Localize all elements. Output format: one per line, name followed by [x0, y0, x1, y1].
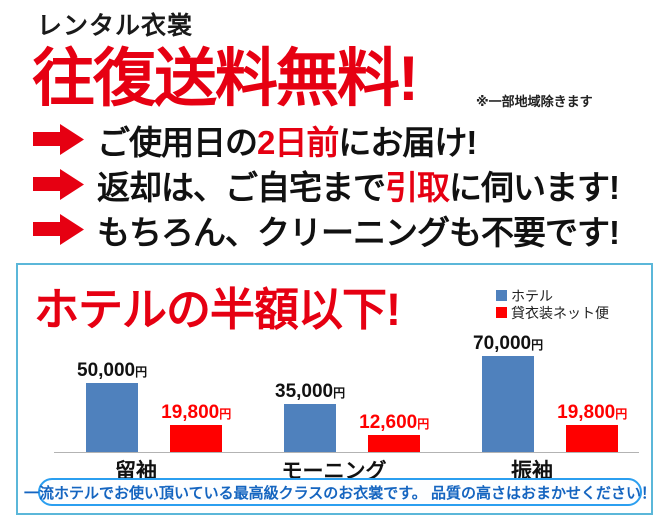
- bar-value-number: 19,800: [161, 402, 220, 424]
- bar-value-number: 70,000: [473, 333, 532, 355]
- legend-label: ホテル: [511, 287, 553, 304]
- category-label-furisode: 振袖: [511, 460, 553, 483]
- bullet-pre: 返却は、ご自宅まで: [97, 168, 386, 206]
- bar-group-morning: 35,000円 12,600円: [275, 265, 429, 452]
- x-axis-line: [54, 452, 639, 453]
- bar-value-label: 19,800円: [557, 403, 627, 423]
- bar-column-net: 12,600円: [359, 413, 429, 452]
- chart-legend: ホテル 貸衣装ネット便: [496, 287, 609, 321]
- bar-hotel-furisode: [482, 356, 535, 452]
- category-label-tomesode: 留袖: [115, 460, 157, 483]
- bullet-pre: ご使用日の: [97, 123, 258, 161]
- quality-note-banner: 一流ホテルでお使い頂いている最高級クラスのお衣裳です。 品質の高さはおまかせくだ…: [24, 478, 656, 506]
- bar-value-label: 70,000円: [473, 334, 543, 354]
- bar-column-hotel: 50,000円: [77, 361, 147, 452]
- bullet-post: に伺います!: [449, 168, 620, 206]
- red-arrow-icon: [33, 124, 84, 155]
- bar-value-unit: 円: [417, 417, 430, 432]
- bullet-highlight: 引取: [385, 168, 450, 206]
- category-label-morning: モーニング: [281, 460, 387, 483]
- legend-item-net: 貸衣装ネット便: [496, 304, 609, 321]
- legend-swatch-red: [496, 307, 507, 318]
- bar-column-net: 19,800円: [557, 403, 627, 452]
- bar-value-number: 19,800: [557, 402, 616, 424]
- bar-value-unit: 円: [219, 407, 232, 422]
- bar-value-unit: 円: [135, 365, 148, 380]
- bullet-highlight: 2日前: [257, 123, 339, 161]
- bar-hotel-morning: [284, 404, 337, 452]
- bar-value-label: 12,600円: [359, 413, 429, 433]
- bar-hotel-tomesode: [86, 383, 139, 452]
- bullet-post: にお届け!: [338, 123, 477, 161]
- list-item: ご使用日の2日前にお届け!: [33, 117, 619, 162]
- red-arrow-icon: [33, 214, 84, 245]
- legend-label: 貸衣装ネット便: [511, 304, 609, 321]
- red-arrow-icon: [33, 169, 84, 200]
- bar-value-unit: 円: [333, 386, 346, 401]
- legend-swatch-blue: [496, 290, 507, 301]
- bar-value-label: 50,000円: [77, 361, 147, 381]
- bar-column-hotel: 70,000円: [473, 334, 543, 452]
- feature-bullet-list: ご使用日の2日前にお届け! 返却は、ご自宅まで引取に伺います! もちろん、クリー…: [33, 117, 620, 254]
- list-item: 返却は、ご自宅まで引取に伺います!: [33, 161, 620, 209]
- bar-group-tomesode: 50,000円 19,800円: [77, 265, 231, 452]
- bar-net-morning: [368, 435, 421, 452]
- bullet-text: 返却は、ご自宅まで引取に伺います!: [97, 161, 620, 209]
- bar-value-label: 35,000円: [275, 382, 345, 402]
- bullet-text: もちろん、クリーニングも不要です!: [97, 206, 620, 254]
- bar-value-unit: 円: [615, 407, 628, 422]
- bar-net-furisode: [566, 425, 619, 452]
- bar-value-label: 19,800円: [161, 403, 231, 423]
- price-comparison-box: ホテルの半額以下! ホテル 貸衣装ネット便 50,000円 19,800円: [16, 263, 656, 515]
- bar-value-number: 12,600: [359, 412, 418, 434]
- list-item: もちろん、クリーニングも不要です!: [33, 206, 620, 254]
- region-exclusion-note: ※一部地域除きます: [476, 94, 593, 109]
- bar-column-net: 19,800円: [161, 403, 231, 452]
- headline-free-shipping: 往復送料無料!: [32, 44, 419, 114]
- quality-note-text: 一流ホテルでお使い頂いている最高級クラスのお衣裳です。 品質の高さはおまかせくだ…: [24, 484, 656, 502]
- bar-value-unit: 円: [531, 338, 544, 353]
- legend-item-hotel: ホテル: [496, 287, 609, 304]
- page-title: レンタル衣裳: [37, 12, 194, 40]
- bar-value-number: 50,000: [77, 360, 136, 382]
- bar-chart: 50,000円 19,800円 35,000円 12,600円: [18, 265, 651, 513]
- chart-title: ホテルの半額以下!: [34, 284, 401, 335]
- bar-column-hotel: 35,000円: [275, 382, 345, 452]
- bar-net-tomesode: [170, 425, 223, 452]
- bar-value-number: 35,000: [275, 381, 334, 403]
- bar-group-furisode: 70,000円 19,800円: [473, 265, 627, 452]
- bullet-pre: もちろん、クリーニングも不要です!: [97, 213, 620, 251]
- bullet-text: ご使用日の2日前にお届け!: [97, 116, 477, 164]
